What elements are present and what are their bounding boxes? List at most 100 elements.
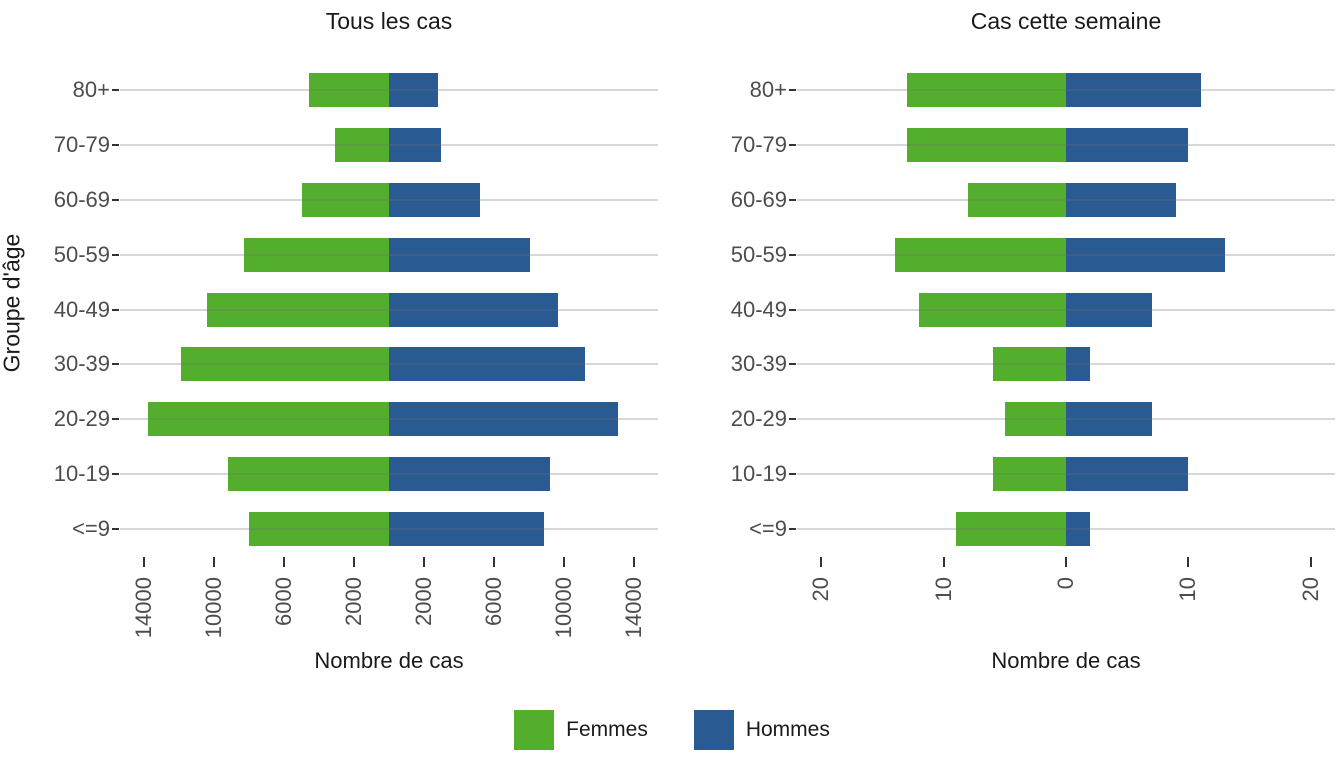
- y-tick-mark: [112, 308, 119, 311]
- x-tick-mark: [1309, 557, 1312, 567]
- y-tick-mark: [789, 89, 796, 92]
- bar-femmes-<=9: [249, 511, 389, 546]
- y-tick-mark: [112, 144, 119, 147]
- bar-femmes-30-39: [992, 347, 1066, 382]
- x-tick-mark: [422, 557, 425, 567]
- y-tick-mark: [112, 363, 119, 366]
- y-tick-mark: [789, 308, 796, 311]
- legend: Femmes Hommes: [0, 708, 1344, 752]
- y-tick-label-70-79: 70-79: [730, 132, 787, 158]
- gridline-70-79: [797, 144, 1335, 147]
- gridline-70-79: [120, 144, 658, 147]
- bar-femmes-50-59: [244, 237, 389, 272]
- bar-femmes-80+: [907, 73, 1066, 108]
- x-tick-mark: [353, 557, 356, 567]
- y-tick-label-60-69: 60-69: [730, 186, 787, 212]
- y-tick-label-20-29: 20-29: [730, 406, 787, 432]
- bar-hommes-10-19: [389, 456, 550, 491]
- y-tick-label-80+: 80+: [72, 77, 110, 103]
- bar-hommes-50-59: [389, 237, 531, 272]
- y-tick-mark: [789, 527, 796, 530]
- legend-label-femmes: Femmes: [566, 718, 648, 741]
- y-tick-label-50-59: 50-59: [53, 241, 110, 267]
- gridline-30-39: [120, 363, 658, 366]
- y-tick-mark: [112, 472, 119, 475]
- y-tick-mark: [789, 144, 796, 147]
- bar-hommes-80+: [389, 73, 438, 108]
- gridline-<=9: [120, 527, 658, 530]
- bar-hommes-<=9: [1066, 511, 1091, 546]
- y-tick-mark: [112, 89, 119, 92]
- bar-hommes-30-39: [389, 347, 585, 382]
- bar-femmes-10-19: [992, 456, 1066, 491]
- gridline-30-39: [797, 363, 1335, 366]
- y-tick-mark: [789, 418, 796, 421]
- y-tick-label-10-19: 10-19: [730, 460, 787, 486]
- y-tick-label-40-49: 40-49: [53, 296, 110, 322]
- y-tick-label-<=9: <=9: [749, 515, 787, 541]
- bar-femmes-70-79: [334, 128, 389, 163]
- bar-hommes-60-69: [389, 182, 480, 217]
- bar-hommes-50-59: [1066, 237, 1225, 272]
- y-tick-label-30-39: 30-39: [53, 351, 110, 377]
- y-tick-mark: [112, 198, 119, 201]
- bar-hommes-<=9: [389, 511, 545, 546]
- bar-femmes-60-69: [968, 182, 1066, 217]
- x-tick-mark: [942, 557, 945, 567]
- bar-femmes-20-29: [147, 402, 389, 437]
- y-tick-label-20-29: 20-29: [53, 406, 110, 432]
- x-tick-mark: [143, 557, 146, 567]
- x-tick-mark: [632, 557, 635, 567]
- bar-femmes-60-69: [301, 182, 389, 217]
- gridline-50-59: [797, 253, 1335, 256]
- gridline-10-19: [797, 472, 1335, 475]
- y-tick-mark: [789, 363, 796, 366]
- y-tick-label-70-79: 70-79: [53, 132, 110, 158]
- gridline-80+: [797, 89, 1335, 92]
- gridline-10-19: [120, 472, 658, 475]
- bar-femmes-50-59: [894, 237, 1066, 272]
- y-tick-label-80+: 80+: [749, 77, 787, 103]
- x-tick-mark: [562, 557, 565, 567]
- y-tick-label-<=9: <=9: [72, 515, 110, 541]
- x-tick-mark: [820, 557, 823, 567]
- x-axis-title-right: Nombre de cas: [991, 648, 1141, 673]
- y-tick-mark: [789, 472, 796, 475]
- bar-hommes-10-19: [1066, 456, 1189, 491]
- bar-hommes-20-29: [1066, 402, 1152, 437]
- gridline-80+: [120, 89, 658, 92]
- gridline-<=9: [797, 527, 1335, 530]
- bar-femmes-40-49: [919, 292, 1066, 327]
- gridline-60-69: [797, 198, 1335, 201]
- legend-swatch-hommes: [693, 710, 734, 750]
- plot-panel-tous-les-cas: [120, 63, 658, 556]
- x-axis-title-left: Nombre de cas: [314, 648, 464, 673]
- y-tick-mark: [789, 198, 796, 201]
- y-tick-label-60-69: 60-69: [53, 186, 110, 212]
- bar-hommes-70-79: [389, 128, 442, 163]
- x-tick-mark: [1187, 557, 1190, 567]
- y-tick-mark: [112, 527, 119, 530]
- gridline-20-29: [797, 418, 1335, 421]
- bar-hommes-60-69: [1066, 182, 1177, 217]
- x-tick-mark: [283, 557, 286, 567]
- panel-title-tous-les-cas: Tous les cas: [325, 8, 453, 34]
- y-tick-label-40-49: 40-49: [730, 296, 787, 322]
- bar-hommes-20-29: [389, 402, 618, 437]
- panel-title-cas-cette-semaine: Cas cette semaine: [970, 8, 1162, 34]
- bar-hommes-30-39: [1066, 347, 1091, 382]
- legend-label-hommes: Hommes: [745, 718, 830, 741]
- bar-hommes-80+: [1066, 73, 1201, 108]
- bar-femmes-<=9: [955, 511, 1066, 546]
- bar-femmes-40-49: [207, 292, 389, 327]
- y-tick-label-30-39: 30-39: [730, 351, 787, 377]
- gridline-60-69: [120, 198, 658, 201]
- gridline-20-29: [120, 418, 658, 421]
- bar-femmes-10-19: [228, 456, 389, 491]
- legend-swatch-femmes: [514, 710, 555, 750]
- bar-femmes-80+: [308, 73, 389, 108]
- gridline-40-49: [120, 308, 658, 311]
- x-tick-mark: [213, 557, 216, 567]
- bar-femmes-20-29: [1004, 402, 1066, 437]
